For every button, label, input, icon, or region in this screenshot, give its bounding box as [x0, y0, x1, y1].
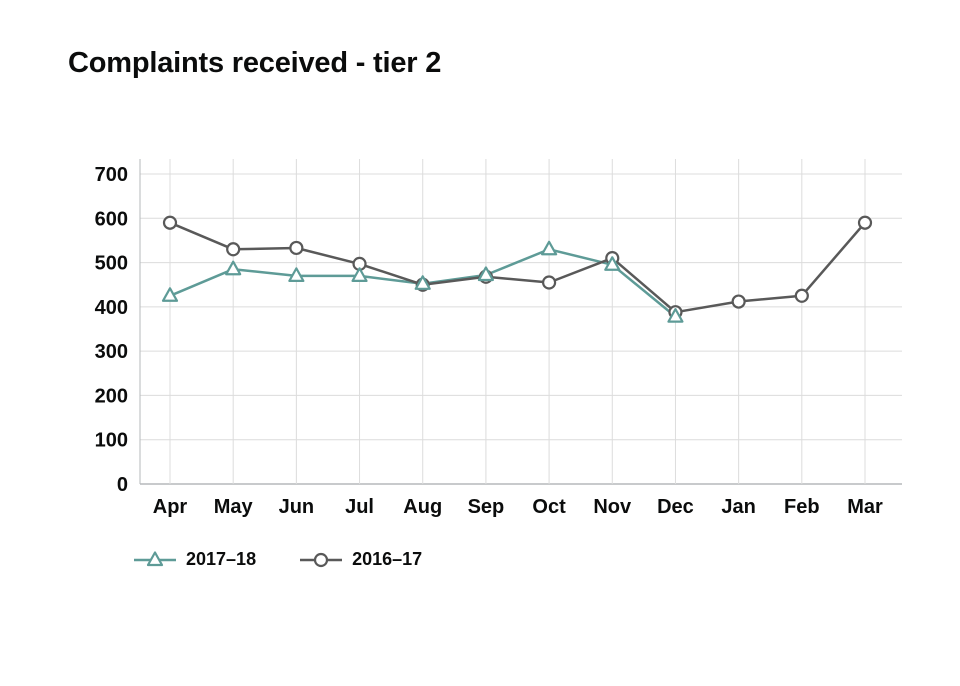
- svg-text:Apr: Apr: [153, 496, 188, 518]
- svg-text:300: 300: [95, 341, 128, 363]
- svg-text:Feb: Feb: [784, 496, 820, 518]
- circle-series-marker-icon: [300, 552, 343, 567]
- legend-item-2017-18: 2017–18: [132, 549, 256, 571]
- line-chart: 0 100 200 300 400 500 600 700 Apr May Jun Jul Aug Sep…: [95, 158, 902, 518]
- legend-item-2016-17: 2016–17: [298, 549, 422, 571]
- chart-title: Complaints received - tier 2: [68, 47, 442, 79]
- chart-page: Complaints received - tier 2 0 100 200 300 4…: [0, 46, 960, 686]
- svg-text:500: 500: [95, 252, 128, 274]
- svg-text:Aug: Aug: [403, 496, 442, 518]
- svg-text:May: May: [214, 496, 254, 518]
- svg-text:200: 200: [95, 385, 128, 407]
- legend-label-2017-18: 2017–18: [186, 549, 257, 570]
- legend-label-2016-17: 2016–17: [352, 549, 423, 570]
- svg-text:Jun: Jun: [279, 496, 315, 518]
- svg-text:Mar: Mar: [847, 496, 883, 518]
- svg-text:Jan: Jan: [721, 496, 755, 518]
- triangle-series-marker-icon: [134, 551, 176, 566]
- chart-legend: 2017–18 2016–17: [132, 549, 960, 571]
- svg-text:Sep: Sep: [468, 496, 505, 518]
- svg-text:0: 0: [117, 474, 128, 496]
- svg-text:Dec: Dec: [657, 496, 694, 518]
- svg-text:600: 600: [95, 208, 128, 230]
- svg-text:400: 400: [95, 297, 128, 319]
- svg-text:Nov: Nov: [593, 496, 632, 518]
- svg-text:Oct: Oct: [532, 496, 566, 518]
- svg-text:100: 100: [95, 430, 128, 452]
- svg-text:Jul: Jul: [345, 496, 374, 518]
- svg-text:700: 700: [95, 164, 128, 186]
